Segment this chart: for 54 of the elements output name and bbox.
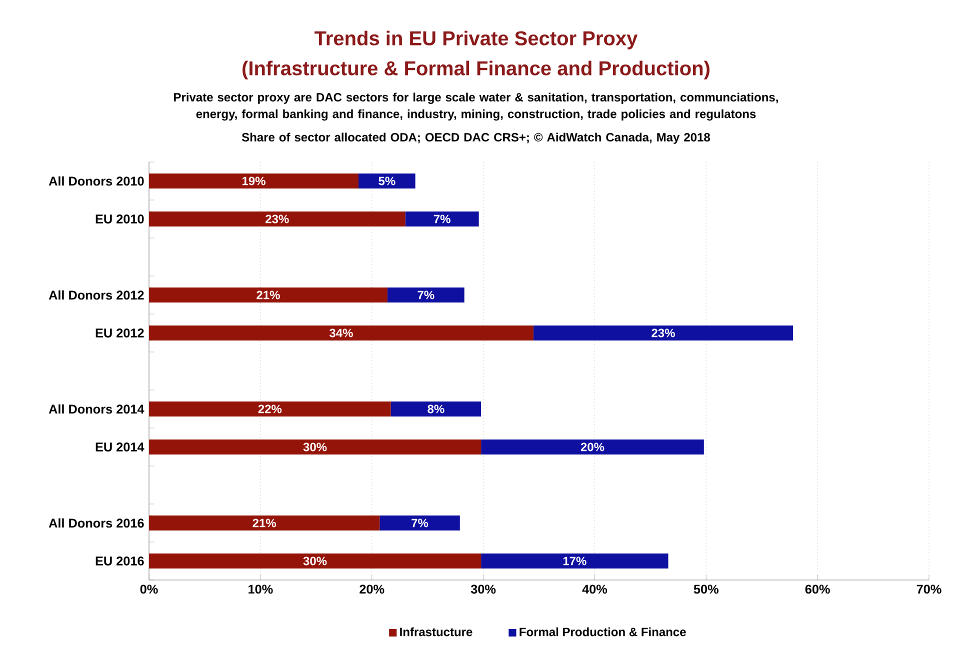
data-label: 20% <box>580 442 604 452</box>
bar <box>149 439 482 454</box>
data-label: 19% <box>242 176 266 186</box>
y-tick-label: EU 2016 <box>96 556 144 566</box>
data-label: 7% <box>434 214 450 224</box>
data-label: 7% <box>412 518 428 528</box>
y-tick-label: EU 2010 <box>96 214 144 224</box>
y-tick-label: EU 2012 <box>96 328 144 338</box>
data-label: 23% <box>266 214 289 224</box>
bar <box>380 515 460 530</box>
x-tick-label: 30% <box>470 584 496 594</box>
x-tick-label: 10% <box>248 584 273 594</box>
y-tick-label: All Donors 2014 <box>48 404 144 414</box>
bar <box>405 212 479 226</box>
bar <box>149 287 388 302</box>
legend-label: Formal Production & Finance <box>520 627 686 636</box>
text: Share of sector allocated ODA; OECD DAC CRS+; © AidWatch Canada, May 2018 <box>242 132 710 144</box>
y-tick-label: EU 2014 <box>96 442 144 452</box>
data-label: 5% <box>378 176 396 186</box>
y-tick-label: All Donors 2012 <box>48 290 144 300</box>
bar <box>149 325 534 340</box>
data-label: 30% <box>303 442 327 452</box>
x-tick-label: 50% <box>694 584 718 594</box>
bar <box>149 174 358 188</box>
bar <box>358 174 416 188</box>
data-label: 22% <box>258 404 282 414</box>
data-label: 17% <box>563 556 586 566</box>
x-tick-label: 40% <box>582 584 608 594</box>
x-tick-label: 20% <box>360 584 384 594</box>
text: Private sector proxy are DAC sectors for large scale water & sanitation, transportation, communciations, energy, formal banking and finance, industry, mining, construction, trade policies and regulatons <box>174 92 778 121</box>
bar <box>149 553 482 568</box>
bar <box>533 325 794 340</box>
data-label: 21% <box>256 290 280 300</box>
x-tick-label: 70% <box>916 584 942 594</box>
chart-subtitle: (Infrastructure & Formal Finance and Production) <box>242 60 710 80</box>
chart-title: Trends in EU Private Sector Proxy <box>314 30 638 50</box>
bar <box>149 401 391 416</box>
bar <box>481 553 668 568</box>
bar <box>481 439 704 454</box>
data-label: 23% <box>652 328 675 338</box>
data-label: 8% <box>428 404 444 414</box>
data-label: 34% <box>329 328 353 338</box>
y-tick-label: All Donors 2010 <box>48 176 144 186</box>
bar <box>390 401 482 416</box>
y-tick-label: All Donors 2016 <box>48 518 144 528</box>
data-label: 30% <box>303 556 327 566</box>
x-tick-label: 60% <box>805 584 830 594</box>
data-label: 21% <box>252 518 276 528</box>
x-tick-label: 0% <box>140 584 158 594</box>
data-label: 7% <box>418 290 434 300</box>
bar <box>149 515 380 530</box>
legend-label: Infrastucture <box>400 627 472 636</box>
bar <box>149 212 406 226</box>
bar <box>387 287 464 302</box>
